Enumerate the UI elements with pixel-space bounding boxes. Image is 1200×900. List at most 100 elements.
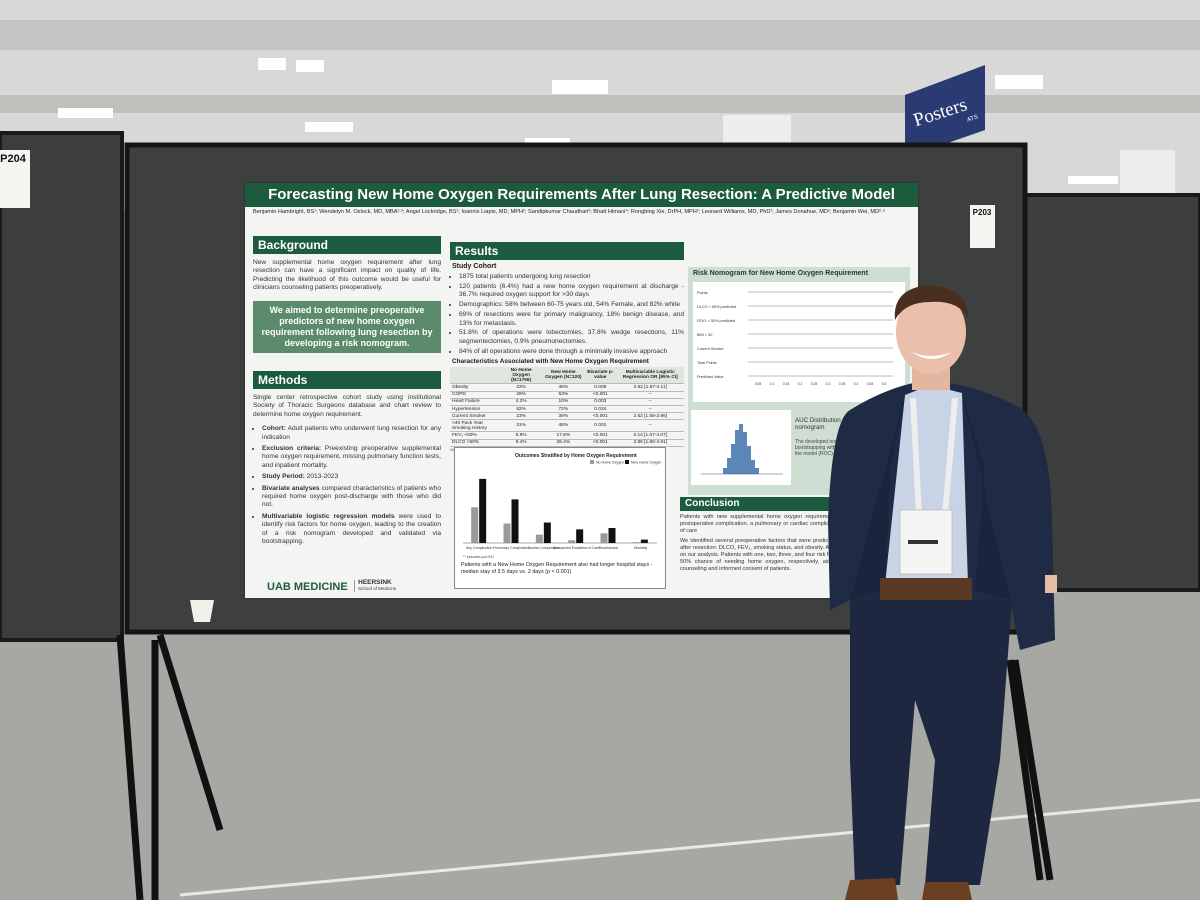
legend-swatch (590, 460, 594, 464)
table-cell: 62% (499, 405, 543, 414)
shoe (922, 882, 972, 900)
nomogram-panel: Risk Nomogram for New Home Oxygen Requir… (688, 267, 910, 495)
shoe (845, 878, 898, 900)
board-legs (116, 633, 1054, 900)
board-sign (970, 205, 995, 248)
item-label: Study Period: (262, 473, 305, 481)
legend-swatch (625, 460, 629, 464)
result-item: Demographics: 58% between 60-75 years ol… (459, 301, 684, 309)
chart-title: Outcomes Stratified by Home Oxygen Requi… (515, 453, 637, 459)
aim-box: We aimed to determine preoperative predi… (253, 300, 441, 353)
methods-section: Methods Single center retrospective coho… (253, 371, 441, 550)
section-text: Single center retrospective cohort study… (253, 394, 441, 418)
section-heading: Methods (253, 371, 441, 389)
bar (608, 528, 616, 543)
beam (0, 95, 1200, 113)
badge-name (908, 540, 938, 544)
bar (576, 529, 584, 543)
method-item: Cohort: Adult patients who underwent lun… (262, 425, 441, 442)
bar (503, 523, 511, 543)
bar (543, 522, 551, 543)
table-cell: >40 Pack Year Smoking History (450, 419, 500, 433)
x-tick-label: Mortality (634, 546, 647, 550)
table-row: Hypertension 62% 72% 0.034 -- (450, 405, 684, 414)
table-cell: 31% (499, 419, 543, 433)
table-cell: 2.86 [1.60-4.91] (616, 439, 684, 447)
table-cell: <0.001 (584, 439, 617, 447)
x-tick-label: Pulmonary Complication (493, 546, 530, 550)
item-text: compared characteristics of patients who… (262, 484, 441, 509)
section-heading: Background (253, 236, 441, 254)
table-cell: Heart Failure (450, 398, 500, 406)
auc-histogram (691, 410, 791, 485)
table-row: Heart Failure 4.2% 10% 0.003 -- (450, 398, 684, 406)
table-cell: 0.008 (584, 383, 617, 392)
table-row: DLCO <50% 9.4% 26.4% <0.001 2.86 [1.60-4.91] (450, 439, 684, 447)
results-list: 1875 total patients undergoing lung rese… (450, 273, 684, 356)
table-cell: 53% (542, 391, 585, 399)
bar (568, 540, 576, 543)
trousers (850, 600, 1012, 885)
background-section: Background New supplemental home oxygen … (253, 236, 441, 353)
nomogram-axis-label: 0.3 (826, 382, 831, 386)
table-cell: 4.2% (499, 398, 543, 406)
conclusion-text: Patients with new supplemental home oxyg… (680, 514, 912, 573)
histogram-bars (723, 424, 759, 474)
subheading: Study Cohort (452, 263, 497, 270)
logo-tertiary: School of Medicine (358, 585, 397, 591)
bar (511, 499, 519, 543)
table-row: FEV₁ <50% 5.8% 17.8% <0.001 2.14 [1.07-4.07] (450, 431, 684, 440)
legend-label: New Home Oxygen (631, 461, 661, 465)
auc-text: AUC Distribution for testing of our nomo… (795, 417, 888, 431)
method-item: Bivariate analyses compared characterist… (262, 485, 441, 510)
nomogram-axis-label: 0.35 (839, 382, 846, 386)
lapel (962, 393, 1010, 600)
method-item: Study Period: 2013-2023 (262, 473, 441, 481)
bar (535, 534, 543, 543)
table-cell: 2.14 [1.07-4.07] (616, 431, 684, 440)
table-cell: -- (616, 419, 684, 433)
lanyard (910, 398, 958, 515)
table-cell: Current Smoker (450, 412, 500, 421)
banner-logo: ATS (966, 114, 979, 123)
table-cell: Hypertension (450, 405, 500, 414)
item-label: Multivariable logistic regression models (262, 512, 395, 520)
conclusion-paragraph: We identified several preoperative facto… (680, 538, 912, 572)
pillar (1120, 150, 1175, 200)
table-cell: FEV₁ <50% (450, 431, 500, 440)
chart-note: ** indicates p≤0.001 (463, 555, 494, 559)
nomogram-axis-label: 0.25 (811, 382, 818, 386)
table-header: Bivariate p-value (584, 367, 617, 385)
logo: UAB MEDICINE HEERSINK School of Medicine (267, 577, 396, 595)
item-text: Adult patients who underwent lung resect… (262, 425, 441, 441)
methods-list: Cohort: Adult patients who underwent lun… (253, 425, 441, 546)
table-cell: 2.62 [1.67-4.11] (616, 383, 684, 392)
poster-title: Forecasting New Home Oxygen Requirements… (245, 183, 918, 207)
result-item: 51.8% of operations were lobectomies, 37… (459, 329, 684, 346)
hair (894, 285, 968, 320)
logo-secondary: HEERSINK (358, 578, 392, 586)
table-cell: 26.4% (542, 439, 585, 447)
x-tick-label: Cardiac Complication (528, 546, 560, 550)
table-cell: 0.034 (584, 405, 617, 414)
bar (479, 478, 487, 543)
board-number: P203 (973, 208, 992, 217)
left-board (0, 131, 124, 642)
outcomes-chart: Outcomes Stratified by Home Oxygen Requi… (454, 447, 666, 589)
table-header: No Home Oxygen (N=1755) (499, 367, 543, 385)
nomogram: Points DLCO < 50% predicted FEV1 < 50% pre… (693, 282, 905, 402)
result-item: 84% of all operations were done through … (459, 348, 684, 356)
table-row: >40 Pack Year Smoking History 31% 48% 0.001… (450, 419, 684, 433)
bar (600, 533, 608, 543)
banner (905, 65, 985, 158)
table-cell: 0.001 (584, 419, 617, 433)
bar (640, 539, 648, 543)
item-text: were used to identify risk factors for h… (262, 512, 441, 546)
table-cell: 10% (542, 398, 585, 406)
nomogram-label: Points (697, 291, 708, 295)
conclusion-paragraph: Patients with new supplemental home oxyg… (680, 514, 912, 534)
poster: Forecasting New Home Oxygen Requirements… (245, 183, 918, 598)
chart-caption: Patients with a New Home Oxygen Requirem… (461, 562, 653, 575)
table-row: Obesity 33% 46% 0.008 2.62 [1.67-4.11] (450, 383, 684, 392)
